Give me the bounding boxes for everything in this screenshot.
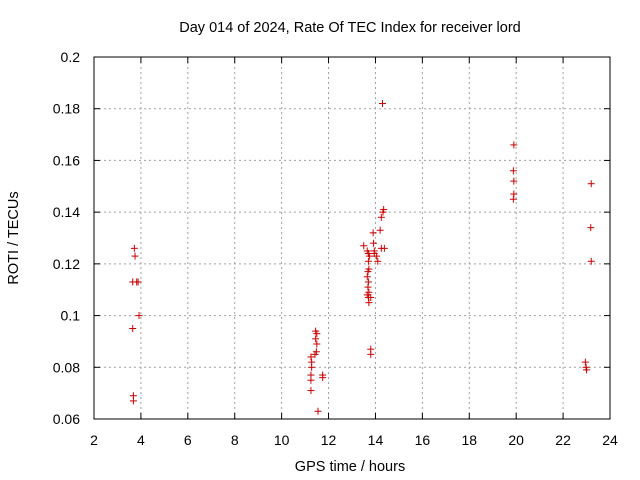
y-tick-label: 0.08 [53,359,80,375]
data-point [364,257,372,265]
data-point [131,252,139,260]
data-point [377,213,385,221]
data-point [380,244,388,252]
data-point [308,363,316,371]
data-point [587,224,595,232]
y-tick-label: 0.2 [61,49,81,65]
grid-lines [94,57,610,419]
data-point [134,278,142,286]
data-point [367,293,375,301]
data-point [129,325,137,332]
data-point [581,358,589,366]
data-point [510,141,518,149]
data-point [380,206,388,214]
x-axis-label: GPS time / hours [295,459,405,475]
data-point [360,242,368,250]
data-point [374,257,382,265]
data-point [509,167,517,175]
y-tick-label: 0.16 [53,152,80,168]
y-tick-label: 0.06 [53,411,80,427]
data-point [130,244,138,252]
data-point [587,257,595,265]
data-point [510,177,518,185]
x-tick-label: 12 [321,432,337,448]
data-point [583,366,591,374]
data-point [129,397,137,405]
data-point [364,283,372,291]
data-point [373,252,381,260]
data-point [314,407,322,415]
data-point [312,335,320,343]
data-point [319,374,327,382]
x-tick-labels: 2 4 6 8 10 12 14 16 18 20 22 24 [90,432,618,448]
data-point [365,299,373,307]
x-tick-label: 24 [602,432,618,448]
x-tick-label: 14 [368,432,384,448]
x-tick-label: 8 [231,432,239,448]
x-tick-label: 22 [555,432,571,448]
data-point [369,229,377,237]
x-tick-label: 16 [415,432,431,448]
data-point [307,376,315,384]
plot-frame [93,56,611,420]
data-point [313,330,321,338]
data-point [135,312,143,320]
data-point [363,273,371,281]
x-tick-label: 18 [461,432,477,448]
data-point [509,195,517,203]
y-tick-label: 0.12 [53,256,80,272]
data-points [129,100,595,415]
data-point [313,340,321,348]
data-point [364,268,372,276]
data-point [378,100,386,108]
x-tick-label: 20 [508,432,524,448]
x-tick-label: 10 [274,432,290,448]
data-point [587,180,595,188]
y-tick-label: 0.14 [53,204,80,220]
data-point [307,387,315,395]
y-tick-labels: 0.06 0.08 0.1 0.12 0.14 0.16 0.18 0.2 [53,49,80,427]
data-point [367,350,375,358]
x-tick-label: 4 [137,432,145,448]
data-point [307,353,315,361]
y-axis-label: ROTI / TECUs [6,191,22,284]
x-tick-label: 2 [90,432,98,448]
chart-title: Day 014 of 2024, Rate Of TEC Index for r… [179,20,520,36]
x-tick-label: 6 [184,432,192,448]
y-tick-label: 0.1 [61,308,81,324]
data-point [370,239,378,247]
y-tick-label: 0.18 [53,101,80,117]
data-point [376,226,384,234]
data-point [311,350,319,358]
data-point [366,252,374,260]
